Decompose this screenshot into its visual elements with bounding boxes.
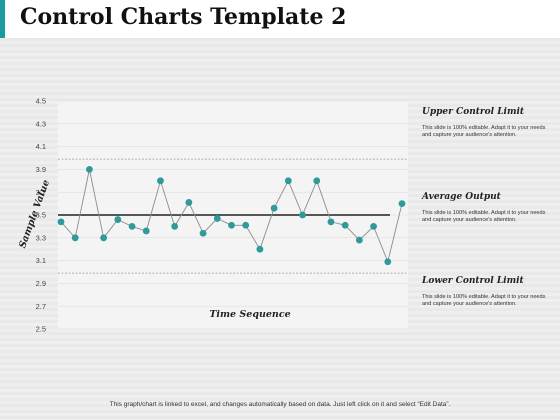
accent-bar bbox=[0, 0, 5, 38]
average-output-text: This slide is 100% editable. Adapt it to… bbox=[422, 210, 546, 224]
data-point bbox=[128, 223, 136, 230]
y-tick-label: 4.5 bbox=[36, 97, 46, 106]
data-point bbox=[370, 223, 377, 230]
data-point bbox=[299, 211, 306, 219]
x-axis-title: Time Sequence bbox=[209, 309, 290, 320]
y-tick-label: 3.5 bbox=[36, 211, 46, 220]
data-point bbox=[384, 258, 392, 266]
data-point bbox=[185, 199, 193, 206]
slide-header: Control Charts Template 2 bbox=[0, 0, 560, 38]
data-point bbox=[57, 218, 65, 226]
data-point bbox=[313, 177, 321, 185]
data-point bbox=[199, 229, 207, 237]
y-tick-label: 3.3 bbox=[36, 233, 46, 242]
data-point bbox=[114, 216, 122, 223]
slide-title: Control Charts Template 2 bbox=[20, 4, 347, 30]
data-point bbox=[242, 221, 250, 229]
data-point bbox=[157, 177, 164, 185]
upper-control-limit-heading: Upper Control Limit bbox=[422, 107, 525, 117]
y-tick-label: 4.3 bbox=[36, 119, 46, 128]
data-point bbox=[341, 221, 349, 229]
data-point bbox=[355, 236, 363, 244]
average-output-heading: Average Output bbox=[422, 192, 501, 202]
data-point bbox=[213, 215, 221, 222]
y-tick-label: 3.7 bbox=[36, 188, 46, 197]
y-tick-label: 3.1 bbox=[36, 256, 46, 265]
data-point bbox=[142, 227, 150, 235]
data-point bbox=[256, 245, 264, 253]
y-tick-label: 3.9 bbox=[36, 165, 46, 174]
data-point bbox=[228, 221, 235, 229]
data-point bbox=[284, 177, 292, 185]
data-point bbox=[71, 234, 79, 242]
lower-control-limit-heading: Lower Control Limit bbox=[422, 276, 524, 286]
data-point bbox=[171, 223, 179, 230]
control-limit-lines bbox=[58, 158, 408, 274]
y-tick-labels: 4.5 4.3 4.1 3.9 3.7 3.5 3.3 3.1 2.9 2.7 2.5 bbox=[36, 97, 46, 334]
y-tick-label: 4.1 bbox=[36, 142, 46, 151]
upper-control-limit-text: This slide is 100% editable. Adapt it to… bbox=[422, 125, 546, 139]
y-tick-label: 2.7 bbox=[36, 302, 46, 311]
data-point bbox=[86, 166, 93, 173]
y-tick-label: 2.9 bbox=[36, 279, 46, 288]
y-tick-label: 2.5 bbox=[36, 325, 46, 334]
data-point bbox=[398, 200, 406, 208]
footer-note: This graph/chart is linked to excel, and… bbox=[109, 401, 451, 408]
data-point bbox=[100, 234, 108, 242]
data-point bbox=[270, 204, 278, 212]
sample-series bbox=[57, 166, 406, 266]
data-point bbox=[327, 218, 335, 226]
lower-control-limit-text: This slide is 100% editable. Adapt it to… bbox=[422, 294, 546, 308]
